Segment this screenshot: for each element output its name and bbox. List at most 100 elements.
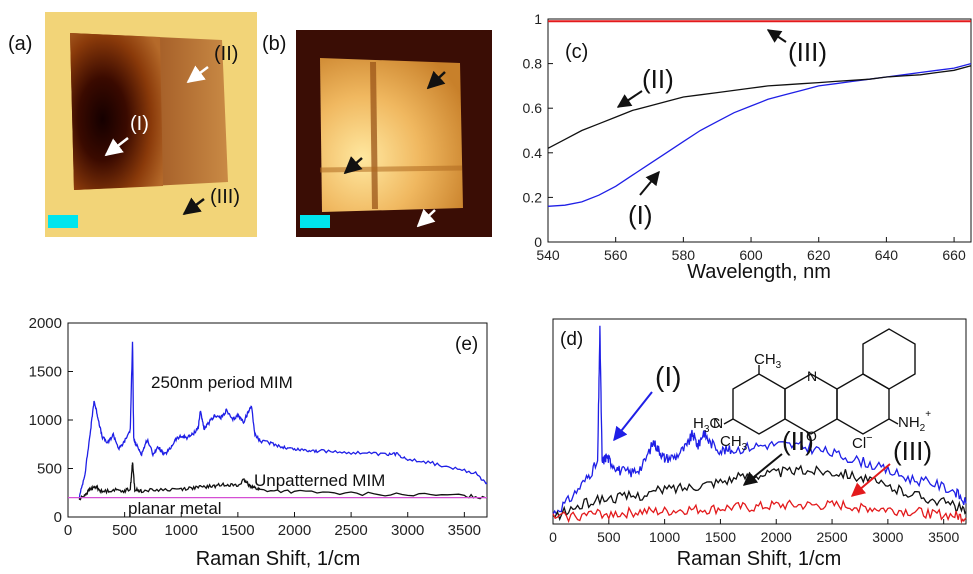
panel-b-square: [320, 58, 463, 212]
chart-c-frame: [547, 18, 972, 243]
panel-a-annotation-2: (II): [214, 43, 238, 65]
panel-a-arrow-2: [186, 65, 209, 84]
molecule-labels: CH3 N O H3C N CH3 NH2+ Cl−: [693, 351, 931, 453]
chart-d-arrow-III: [850, 463, 891, 497]
chart-d-series: [552, 325, 967, 524]
chart-c-xlabel: Wavelength, nm: [687, 261, 831, 283]
chart-d-arrow-I: [613, 391, 653, 442]
panel-a-arrow-3: [182, 197, 205, 216]
panel-a-label: (a): [8, 33, 32, 55]
chart-c-ytick-label-1: 0.2: [523, 189, 543, 205]
chart-d-series-1: [552, 464, 967, 522]
chart-d-xtick-label-3: 1500: [705, 529, 736, 545]
molecule-structure: [723, 328, 916, 435]
chart-e-ytick-label-2: 1000: [29, 412, 62, 429]
chart-e-xtick-label-0: 0: [64, 522, 72, 539]
chart-c-xtick-label-1: 560: [604, 247, 628, 263]
chart-d-xtick-label-0: 0: [549, 529, 557, 545]
panel-a-square-left: [70, 33, 163, 190]
chart-e-ticks: 0 500 1000 1500 2000 2500 3000 3500 0 500 1000 1500…: [29, 315, 481, 539]
chart-c-ytick-label-2: 0.4: [523, 145, 543, 161]
chart-d-xtick-label-2: 1000: [649, 529, 680, 545]
panel-a-scale-bar: [48, 215, 78, 228]
chart-c-annotation-II: (II): [642, 64, 674, 94]
chart-c-xtick-label-3: 600: [739, 247, 763, 263]
chart-e-ytick-label-0: 0: [54, 509, 62, 526]
chart-d-ticks: 0 500 1000 1500 2000 2500 3000 3500: [549, 519, 959, 545]
chart-e-ytick-label-3: 1500: [29, 364, 62, 381]
chart-e-ytick-label-4: 2000: [29, 315, 62, 332]
chart-d: 0 500 1000 1500 2000 2500 3000 3500 (d) Raman S…: [549, 318, 967, 570]
chart-c-ytick-label-0: 0: [534, 234, 542, 250]
chart-c-annotation-I: (I): [628, 200, 653, 230]
panel-b-stripe-2: [319, 165, 463, 173]
chart-e: 0 500 1000 1500 2000 2500 3000 3500 0 500 1000 1500…: [29, 315, 488, 570]
chart-e-xtick-label-3: 1500: [221, 522, 254, 539]
molecule-amine-bond: [723, 418, 734, 425]
chart-e-xtick-label-6: 3000: [391, 522, 424, 539]
chart-e-annotation-unpatterned: Unpatterned MIM: [254, 471, 385, 490]
chart-d-xtick-label-1: 500: [597, 529, 621, 545]
molecule-h3c: H3C: [693, 415, 720, 435]
chart-c-series: [547, 20, 972, 207]
chart-c-xtick-label-0: 540: [536, 247, 560, 263]
molecule-o-atom: O: [806, 428, 817, 444]
chart-c-series-0: [547, 62, 972, 207]
chart-c-xtick-label-5: 640: [875, 247, 899, 263]
chart-e-series-0: [78, 341, 488, 499]
chart-e-series-1: [78, 462, 488, 501]
molecule-cl: Cl−: [852, 432, 873, 452]
chart-c-panel-label: (c): [565, 41, 588, 63]
panel-a-arrow-1: [104, 137, 129, 157]
molecule-ch3-bottom: CH3: [720, 433, 748, 453]
chart-d-xtick-label-6: 3000: [872, 529, 903, 545]
chart-c-arrow-II: [616, 90, 643, 108]
chart-c-series-1: [547, 65, 972, 149]
chart-d-annotation-I: (I): [655, 361, 681, 392]
chart-d-arrow-II: [742, 453, 783, 486]
chart-c-ticks: 540 560 580 600 620 640 660 0 0.2 0.4 0.6 0.8 1: [523, 11, 966, 263]
chart-d-frame: [552, 318, 967, 525]
chart-c-xtick-label-4: 620: [807, 247, 831, 263]
chart-e-xlabel: Raman Shift, 1/cm: [196, 548, 361, 570]
chart-d-panel-label: (d): [560, 329, 583, 350]
panel-b-arrow-2: [343, 156, 363, 175]
panel-a: (a) (I) (II) (III): [8, 12, 257, 237]
panel-a-annotation-3: (III): [210, 186, 240, 208]
chart-c-annotation-III: (III): [788, 37, 827, 67]
chart-c-ytick-label-3: 0.6: [523, 100, 543, 116]
molecule-imine-bond: [888, 418, 899, 425]
chart-d-series-0: [552, 325, 967, 516]
chart-e-xtick-label-7: 3500: [448, 522, 481, 539]
chart-c-ytick-label-5: 1: [534, 11, 542, 27]
molecule-nh2: NH2+: [898, 409, 931, 434]
chart-d-annotation-III: (III): [893, 436, 932, 466]
chart-e-xtick-label-1: 500: [112, 522, 137, 539]
chart-e-xtick-label-4: 2000: [278, 522, 311, 539]
panel-b-label: (b): [262, 33, 286, 55]
panel-b-arrow-1: [426, 70, 446, 90]
molecule-ring-4: [862, 328, 916, 390]
chart-d-annotation-II: (II): [782, 426, 814, 456]
panel-b: (b): [262, 30, 492, 237]
chart-c-arrow-III: [766, 29, 787, 43]
chart-e-xtick-label-5: 2500: [334, 522, 367, 539]
panel-b-arrow-3: [416, 208, 436, 228]
molecule-ring-1: [732, 373, 786, 435]
chart-c-arrow-I: [639, 170, 660, 196]
chart-e-series: [68, 341, 488, 501]
chart-d-xtick-label-5: 2500: [816, 529, 847, 545]
chart-c-ytick-label-4: 0.8: [523, 56, 543, 72]
chart-e-annotation-mim: 250nm period MIM: [151, 373, 293, 392]
panel-b-scale-bar: [300, 215, 330, 228]
molecule-n-amine: N: [713, 415, 723, 431]
chart-e-xtick-label-2: 1000: [165, 522, 198, 539]
chart-d-xtick-label-4: 2000: [761, 529, 792, 545]
chart-d-series-2: [552, 499, 967, 524]
panel-b-stripe-1: [370, 61, 378, 210]
chart-e-annotation-planar: planar metal: [128, 499, 222, 518]
chart-e-ytick-label-1: 500: [37, 461, 62, 478]
chart-d-xlabel: Raman Shift, 1/cm: [677, 548, 842, 570]
